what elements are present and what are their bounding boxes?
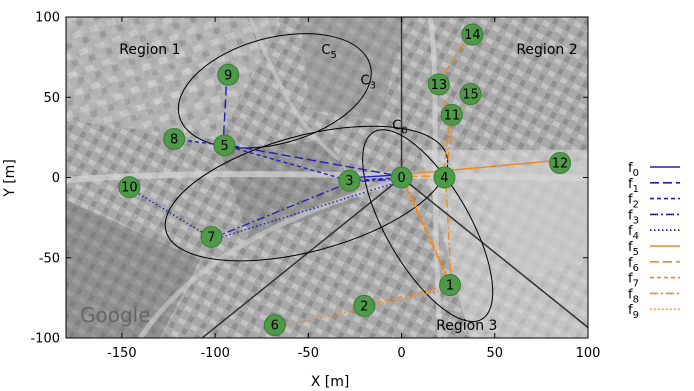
region-label-3: Region 3 [436, 318, 497, 334]
legend-label-f0: f0 [628, 161, 639, 179]
flow-line-f5 [398, 159, 558, 176]
region-label-2: Region 2 [516, 42, 577, 58]
node-label-2: 2 [360, 299, 368, 314]
node-label-4: 4 [440, 171, 448, 186]
node-9 [217, 63, 240, 86]
node-1 [439, 274, 462, 297]
ellipse-c3 [164, 125, 449, 262]
y-tick-label: -50 [39, 251, 60, 266]
legend-label-f8: f8 [628, 287, 639, 305]
ellipse-label-c3: C3 [361, 73, 376, 91]
node-10 [118, 176, 141, 199]
node-0 [390, 166, 413, 189]
node-5 [213, 134, 236, 157]
ellipse-label-c5: C5 [321, 43, 336, 61]
legend-label-f7: f7 [628, 272, 639, 290]
google-watermark: Google [80, 303, 151, 327]
node-14 [461, 23, 484, 46]
legend-label-f2: f2 [628, 193, 639, 211]
node-label-11: 11 [444, 108, 461, 123]
legend-label-f5: f5 [628, 240, 639, 258]
legend-label-f6: f6 [628, 256, 639, 274]
legend-label-f3: f3 [628, 208, 639, 226]
cluster-ellipses: C5 C3 C0 [164, 33, 494, 323]
node-12 [549, 152, 572, 175]
x-tick-label: 50 [487, 346, 504, 361]
node-label-1: 1 [446, 279, 454, 294]
node-label-5: 5 [220, 139, 228, 154]
ellipse-c5 [177, 33, 372, 149]
flow-line-f7 [364, 177, 452, 307]
node-label-7: 7 [207, 230, 215, 245]
y-tick-label: -100 [30, 332, 60, 347]
flow-line-f2 [174, 138, 402, 182]
node-11 [440, 103, 463, 126]
x-tick-label: -150 [107, 346, 137, 361]
y-tick-label: 0 [52, 171, 60, 186]
legend-label-f1: f1 [628, 177, 639, 195]
node-4 [433, 166, 456, 189]
node-8 [163, 127, 186, 150]
x-tick-label: -100 [200, 346, 230, 361]
node-label-15: 15 [462, 88, 479, 103]
x-axis-label: X [m] [311, 374, 350, 390]
x-tick-label: 0 [397, 346, 405, 361]
node-15 [459, 83, 482, 106]
region-label-1: Region 1 [119, 42, 180, 58]
node-label-8: 8 [170, 132, 178, 147]
node-13 [427, 73, 450, 96]
ellipse-label-c0: C0 [392, 118, 407, 136]
legend-label-f9: f9 [628, 303, 639, 321]
region-boundaries [201, 17, 588, 338]
region-labels: Region 1 Region 2 Region 3 [119, 42, 577, 334]
legend-label-f4: f4 [628, 224, 639, 242]
y-axis-label: Y [m] [2, 159, 18, 198]
region-boundary-line [401, 176, 588, 329]
node-label-0: 0 [397, 171, 405, 186]
node-label-6: 6 [271, 319, 279, 334]
node-7 [200, 225, 223, 248]
region-boundary-line [201, 176, 403, 338]
node-label-10: 10 [121, 181, 138, 196]
node-label-9: 9 [224, 68, 232, 83]
y-tick-label: 100 [35, 11, 60, 26]
map-background [66, 17, 588, 338]
flow-line-f4 [131, 179, 405, 241]
node-2 [353, 294, 376, 317]
x-tick-label: 100 [576, 346, 601, 361]
node-6 [263, 314, 286, 337]
node-label-13: 13 [431, 78, 448, 93]
x-tick-label: -50 [298, 346, 319, 361]
node-label-12: 12 [552, 157, 569, 172]
y-tick-label: 50 [43, 91, 60, 106]
ellipse-c0 [362, 129, 494, 323]
node-label-3: 3 [345, 174, 353, 189]
node-3 [338, 169, 361, 192]
node-label-14: 14 [464, 28, 481, 43]
